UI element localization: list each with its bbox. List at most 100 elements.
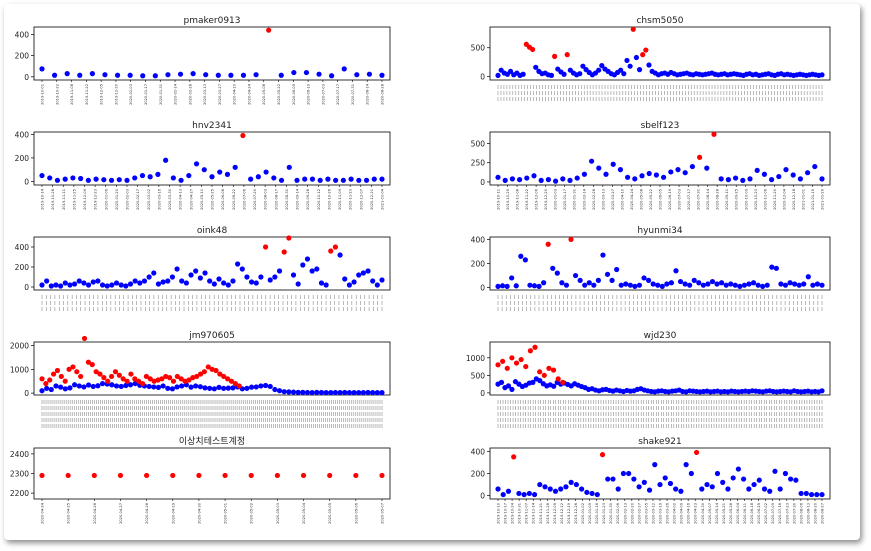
point-normal — [814, 491, 820, 498]
axes-frame — [33, 341, 391, 396]
point-normal — [332, 389, 339, 396]
point-normal — [318, 280, 325, 286]
x-tick-label: 2020-12-07 — [359, 189, 363, 210]
point-anomaly — [196, 472, 202, 479]
point-normal — [286, 164, 292, 170]
point-normal — [47, 175, 53, 181]
point-normal — [594, 491, 600, 498]
x-tick-label: 2020-04-24 — [41, 502, 45, 524]
x-tick-label: 2019-12-20 — [114, 83, 118, 105]
point-normal — [329, 73, 335, 79]
point-normal — [633, 54, 640, 61]
point-anomaly — [527, 348, 534, 354]
point-normal — [302, 176, 308, 182]
point-normal — [160, 279, 166, 285]
x-tick-label: 2020-03-12 — [651, 503, 655, 524]
point-normal — [793, 477, 799, 483]
axes-frame — [33, 236, 391, 291]
point-normal — [54, 177, 61, 183]
point-normal — [657, 481, 663, 488]
point-normal — [558, 486, 564, 492]
point-normal — [639, 173, 645, 179]
point-normal — [318, 389, 325, 396]
point-normal — [188, 384, 194, 390]
point-anomaly — [697, 154, 703, 160]
point-normal — [253, 72, 259, 78]
point-anomaly — [39, 472, 45, 479]
point-normal — [641, 275, 647, 281]
point-normal — [596, 165, 602, 171]
x-tick-label: 2020-04-10 — [620, 188, 624, 210]
point-normal — [559, 280, 565, 286]
x-tick-label: 2020-11-09 — [338, 188, 342, 210]
point-normal — [505, 383, 512, 389]
point-normal — [595, 277, 601, 283]
point-normal — [70, 175, 76, 181]
point-anomaly — [136, 378, 142, 384]
point-normal — [646, 62, 652, 68]
point-normal — [147, 174, 153, 180]
point-normal — [139, 172, 146, 179]
point-normal — [179, 278, 185, 284]
point-anomaly — [201, 369, 207, 375]
point-anomaly — [54, 367, 61, 374]
x-tick-label: 2020-05-05 — [328, 503, 332, 524]
point-anomaly — [66, 366, 72, 372]
point-normal — [118, 282, 124, 288]
x-tick-label: 2020-07-03 — [678, 189, 682, 210]
x-tick-label: 2019-12-12 — [560, 503, 564, 524]
point-normal — [498, 379, 505, 385]
x-tick-label: 2020-10-26 — [327, 188, 331, 210]
point-normal — [224, 171, 231, 177]
x-tick-label: 2019-11-22 — [85, 84, 89, 105]
axes-frame — [489, 26, 831, 81]
point-normal — [527, 282, 533, 288]
y-tick-label: 2000 — [10, 342, 29, 351]
point-normal — [520, 71, 526, 77]
point-normal — [325, 176, 331, 182]
point-normal — [51, 72, 58, 78]
point-normal — [709, 278, 716, 285]
point-anomaly — [178, 376, 184, 382]
point-normal — [351, 390, 357, 396]
point-normal — [178, 177, 184, 183]
x-tick-label: 2020-02-03 — [126, 189, 130, 210]
point-normal — [109, 282, 115, 288]
point-normal — [39, 388, 45, 394]
point-normal — [248, 279, 255, 285]
point-normal — [81, 280, 87, 286]
point-normal — [646, 487, 653, 493]
point-anomaly — [97, 371, 103, 377]
point-normal — [300, 262, 306, 268]
point-anomaly — [518, 356, 524, 363]
point-normal — [211, 386, 217, 392]
point-anomaly — [143, 373, 149, 380]
point-normal — [124, 177, 130, 183]
point-anomaly — [228, 378, 235, 384]
x-tick-label: 2019-12-05 — [100, 84, 104, 105]
point-normal — [174, 266, 180, 272]
point-normal — [580, 63, 586, 69]
point-normal — [577, 71, 583, 77]
x-tick-label: 2020-08-27 — [821, 503, 825, 524]
point-normal — [95, 278, 101, 284]
y-tick-label: 200 — [15, 154, 30, 163]
point-anomaly — [523, 363, 529, 370]
point-anomaly — [513, 360, 520, 366]
point-anomaly — [217, 371, 223, 377]
point-anomaly — [85, 359, 91, 365]
point-normal — [704, 165, 710, 171]
point-normal — [263, 169, 269, 175]
point-normal — [360, 270, 366, 276]
point-anomaly — [213, 367, 219, 374]
point-normal — [504, 283, 510, 289]
point-normal — [725, 177, 732, 183]
point-normal — [552, 488, 559, 494]
x-tick-label: 2019-12-23 — [94, 189, 98, 210]
point-normal — [346, 282, 352, 288]
x-tick-label: 2020-04-29 — [171, 502, 175, 524]
point-normal — [551, 383, 557, 389]
x-tick-label: 2020-04-28 — [145, 502, 149, 524]
point-normal — [207, 278, 213, 284]
point-anomaly — [105, 378, 111, 384]
